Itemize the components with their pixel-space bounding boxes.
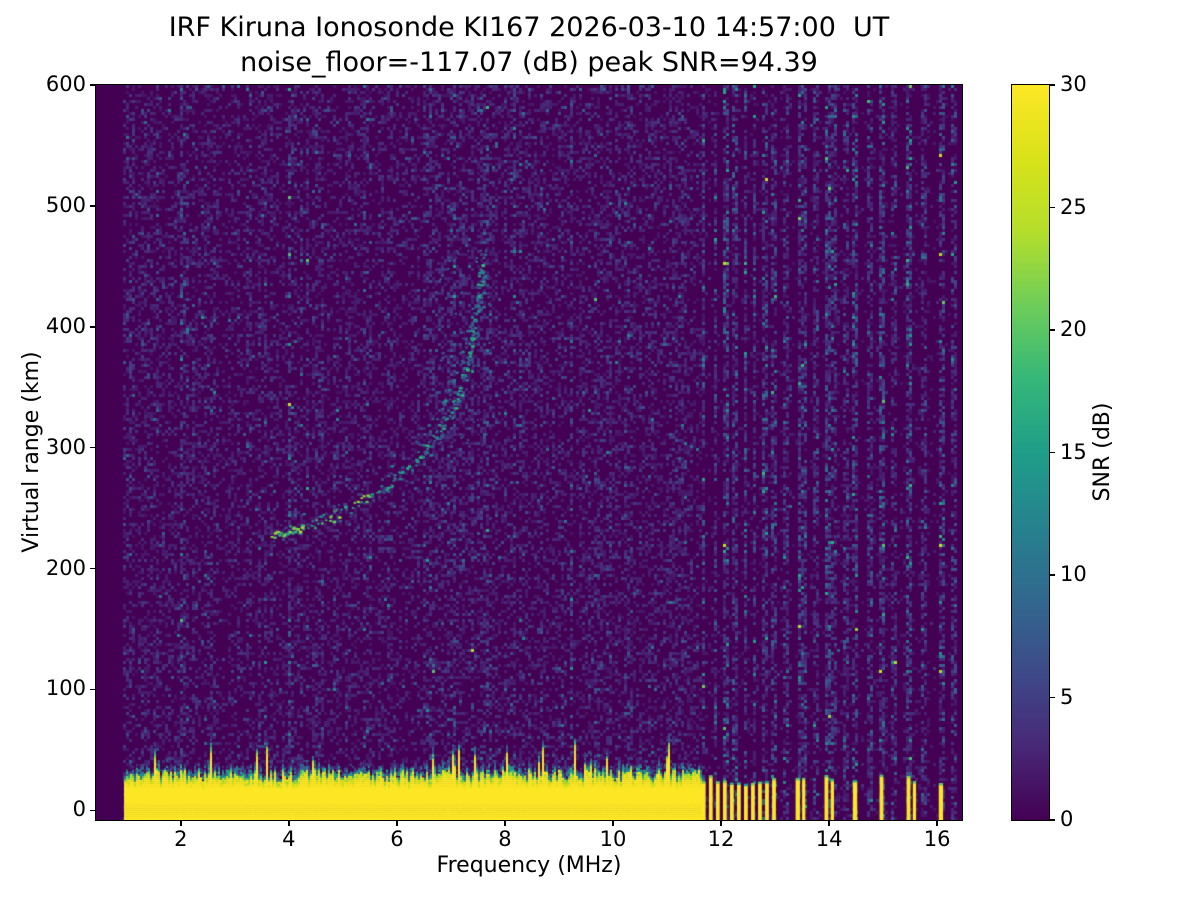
colorbar-tick-mark: [1050, 819, 1055, 821]
x-tick-mark: [828, 821, 830, 826]
x-tick-label: 12: [707, 827, 735, 851]
colorbar-tick-mark: [1050, 451, 1055, 454]
y-tick-label: 100: [45, 676, 86, 701]
x-tick-mark: [612, 821, 614, 826]
x-tick-mark: [936, 821, 938, 826]
chart-subtitle: noise_floor=-117.07 (dB) peak SNR=94.39: [240, 47, 818, 78]
plot-area: [95, 84, 963, 821]
colorbar-tick-label: 5: [1060, 684, 1074, 709]
colorbar-tick-label: 25: [1060, 194, 1087, 219]
x-tick-mark: [504, 821, 506, 826]
colorbar-tick-label: 30: [1060, 72, 1087, 96]
colorbar-tick-label: 20: [1060, 317, 1087, 341]
y-tick-mark: [90, 84, 95, 86]
y-tick-mark: [90, 567, 95, 570]
x-tick-label: 8: [498, 827, 512, 851]
y-tick-mark: [90, 688, 95, 691]
colorbar-tick-mark: [1050, 206, 1055, 209]
y-tick-mark: [90, 205, 95, 207]
y-tick-label: 300: [45, 434, 86, 459]
colorbar-tick-label: 15: [1060, 439, 1087, 464]
x-tick-label: 14: [815, 827, 843, 851]
x-axis-label: Frequency (MHz): [436, 853, 622, 878]
x-tick-mark: [288, 821, 290, 826]
colorbar-tick-label: 10: [1060, 562, 1087, 586]
x-tick-label: 4: [282, 827, 296, 851]
y-tick-label: 200: [45, 555, 86, 580]
colorbar-tick-label: 0: [1060, 807, 1074, 831]
colorbar-gradient: [1012, 85, 1049, 820]
x-tick-mark: [396, 821, 398, 826]
y-tick-mark: [90, 446, 95, 449]
x-tick-label: 2: [174, 827, 188, 851]
y-tick-label: 0: [72, 797, 86, 822]
x-tick-mark: [720, 821, 722, 826]
x-tick-label: 6: [390, 827, 404, 851]
ionogram-heatmap: [96, 85, 962, 820]
colorbar-tick-mark: [1050, 574, 1055, 576]
colorbar-tick-mark: [1050, 84, 1055, 86]
y-tick-label: 400: [45, 313, 86, 338]
colorbar-tick-mark: [1050, 329, 1055, 331]
x-tick-mark: [180, 821, 182, 826]
y-tick-mark: [90, 326, 95, 328]
y-tick-label: 500: [45, 192, 86, 217]
y-tick-mark: [90, 809, 95, 812]
colorbar: [1011, 84, 1050, 821]
chart-title: IRF Kiruna Ionosonde KI167 2026-03-10 14…: [168, 12, 890, 43]
x-tick-label: 10: [599, 827, 627, 851]
x-tick-label: 16: [923, 827, 951, 851]
colorbar-tick-mark: [1050, 696, 1055, 699]
y-tick-label: 600: [45, 72, 86, 96]
